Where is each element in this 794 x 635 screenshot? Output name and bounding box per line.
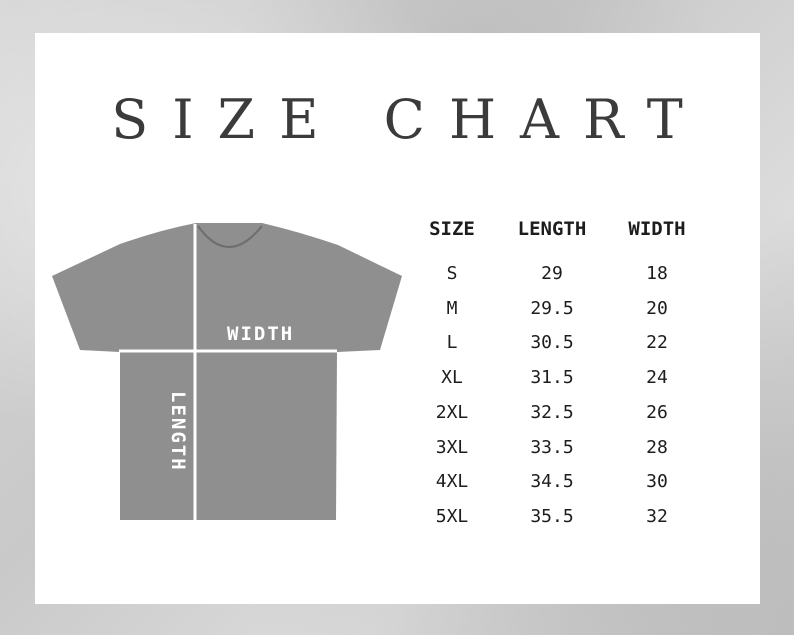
cell-size: 5XL — [435, 505, 469, 527]
cell-length: 32.5 — [530, 401, 574, 423]
header-width: WIDTH — [628, 218, 686, 240]
cell-size: XL — [441, 367, 463, 389]
header-size: SIZE — [429, 218, 475, 240]
cell-size: 4XL — [435, 471, 469, 493]
cell-size: L — [446, 332, 458, 354]
cell-width: 28 — [646, 436, 668, 458]
width-label: WIDTH — [227, 323, 295, 345]
header-length: LENGTH — [517, 218, 587, 240]
cell-length: 34.5 — [530, 471, 574, 493]
cell-width: 18 — [646, 263, 668, 284]
length-label: LENGTH — [167, 391, 189, 472]
cell-width: 32 — [646, 505, 668, 527]
cell-length: 35.5 — [530, 505, 574, 527]
cell-width: 20 — [646, 297, 668, 319]
cell-size: 3XL — [435, 436, 469, 458]
cell-width: 22 — [646, 332, 668, 354]
cell-length: 29.5 — [530, 297, 574, 319]
cell-length: 29 — [541, 263, 563, 284]
cell-size: S — [446, 263, 458, 284]
cell-width: 24 — [646, 367, 668, 389]
cell-length: 30.5 — [530, 332, 574, 354]
cell-size: M — [446, 297, 458, 319]
cell-width: 26 — [646, 401, 668, 423]
cell-length: 33.5 — [530, 436, 574, 458]
tshirt-collar — [197, 225, 263, 248]
cell-width: 30 — [646, 471, 668, 493]
tshirt-shape — [52, 223, 402, 520]
cell-length: 31.5 — [530, 367, 574, 389]
cell-size: 2XL — [435, 401, 469, 423]
page-title: SIZE CHART — [111, 88, 707, 151]
